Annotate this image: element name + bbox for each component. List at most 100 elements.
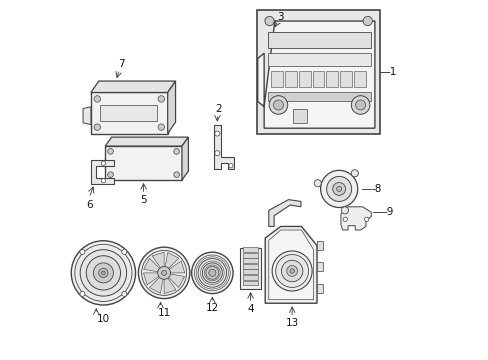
Circle shape (142, 250, 186, 296)
Polygon shape (143, 258, 161, 272)
Bar (292, 109, 306, 123)
Circle shape (80, 291, 85, 296)
Polygon shape (167, 81, 175, 134)
Circle shape (350, 170, 358, 177)
Circle shape (281, 260, 302, 282)
Bar (267, 92, 370, 102)
Text: -9: -9 (383, 207, 393, 217)
Circle shape (202, 263, 222, 283)
Polygon shape (214, 125, 233, 169)
Bar (242, 280, 258, 285)
Circle shape (363, 17, 372, 26)
Circle shape (332, 183, 345, 195)
Circle shape (94, 124, 101, 130)
Circle shape (191, 252, 233, 294)
Bar (353, 71, 365, 87)
Bar (242, 258, 258, 263)
Circle shape (194, 255, 230, 291)
Circle shape (122, 291, 126, 296)
Circle shape (101, 161, 105, 165)
Circle shape (173, 149, 179, 154)
Circle shape (208, 269, 216, 276)
Circle shape (94, 96, 101, 102)
Circle shape (75, 244, 132, 301)
Bar (316, 241, 323, 249)
Circle shape (336, 186, 341, 192)
Polygon shape (340, 207, 370, 230)
Circle shape (173, 172, 179, 177)
Circle shape (71, 241, 135, 305)
Text: 11: 11 (157, 308, 170, 318)
Bar (316, 284, 323, 293)
Text: 12: 12 (205, 302, 219, 312)
Circle shape (264, 17, 274, 26)
Polygon shape (167, 261, 184, 273)
Circle shape (86, 256, 121, 290)
Polygon shape (268, 230, 313, 300)
Bar (325, 71, 337, 87)
Circle shape (350, 96, 369, 114)
Polygon shape (105, 137, 188, 146)
Circle shape (272, 251, 311, 291)
Text: 3: 3 (276, 12, 283, 22)
Bar (316, 262, 323, 271)
Bar (242, 247, 258, 252)
Polygon shape (143, 273, 161, 285)
Circle shape (138, 247, 189, 298)
Bar (271, 71, 283, 87)
Circle shape (99, 268, 108, 278)
Bar (240, 248, 261, 289)
Text: 10: 10 (97, 314, 110, 324)
Bar (242, 269, 258, 274)
Text: 13: 13 (285, 318, 298, 328)
Polygon shape (152, 252, 164, 270)
Polygon shape (257, 21, 374, 128)
Polygon shape (91, 93, 167, 134)
Circle shape (355, 100, 365, 110)
Polygon shape (83, 107, 91, 125)
Polygon shape (268, 200, 300, 226)
Polygon shape (182, 137, 188, 180)
Polygon shape (166, 274, 184, 288)
Circle shape (289, 269, 294, 273)
Circle shape (214, 151, 220, 156)
Circle shape (286, 266, 297, 276)
Text: 5: 5 (140, 195, 146, 204)
Bar (100, 105, 157, 121)
Circle shape (80, 249, 85, 255)
Circle shape (107, 172, 113, 177)
Circle shape (157, 266, 170, 279)
Text: 2: 2 (215, 104, 221, 114)
Bar (298, 71, 310, 87)
Circle shape (158, 96, 164, 102)
Circle shape (341, 207, 348, 214)
Circle shape (326, 176, 351, 202)
Circle shape (198, 258, 226, 287)
Circle shape (122, 249, 126, 255)
Bar (285, 71, 296, 87)
Text: 7: 7 (118, 59, 124, 69)
Bar (242, 253, 258, 257)
Text: -8: -8 (371, 184, 381, 194)
Circle shape (343, 217, 346, 221)
Text: 6: 6 (85, 200, 92, 210)
Polygon shape (164, 276, 176, 294)
Circle shape (101, 179, 105, 183)
Circle shape (93, 263, 113, 283)
Circle shape (80, 249, 126, 296)
Circle shape (205, 266, 218, 279)
Circle shape (162, 270, 166, 275)
Bar (242, 275, 258, 280)
Bar (312, 71, 324, 87)
Polygon shape (264, 226, 316, 303)
Bar (340, 71, 351, 87)
Circle shape (314, 180, 321, 187)
Bar (267, 53, 370, 66)
Bar (257, 10, 380, 134)
Circle shape (364, 217, 368, 221)
Circle shape (268, 96, 287, 114)
Circle shape (214, 131, 220, 136)
Bar (242, 264, 258, 269)
Circle shape (320, 170, 357, 207)
Circle shape (275, 255, 308, 287)
